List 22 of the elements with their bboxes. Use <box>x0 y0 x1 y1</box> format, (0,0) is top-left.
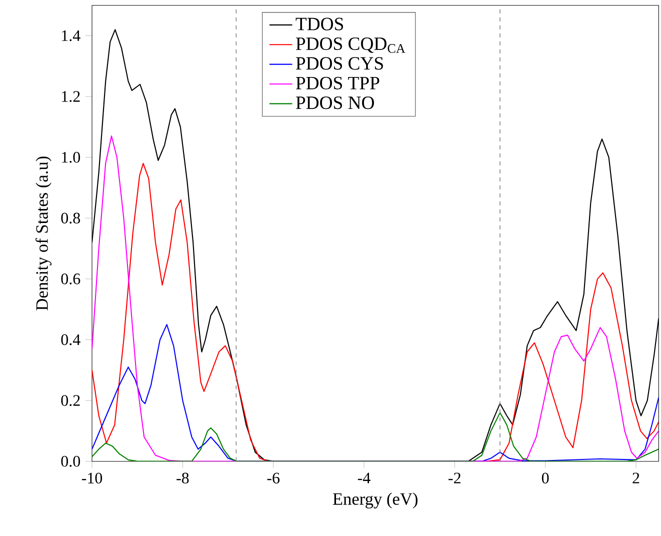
x-tick-label: -6 <box>267 472 280 484</box>
legend-label: TDOS <box>296 18 344 30</box>
x-axis-title: Energy (eV) <box>332 492 418 508</box>
y-tick-label: 1.0 <box>62 152 80 163</box>
x-tick-label: -2 <box>448 472 460 484</box>
y-tick-label: 0.6 <box>61 273 80 284</box>
x-tick-label: -10 <box>82 472 102 484</box>
x-tick-label: 2 <box>632 472 640 484</box>
y-tick-label: 0.2 <box>61 395 80 406</box>
legend-label: PDOS NO <box>296 96 374 110</box>
x-tick-label: -8 <box>176 472 189 484</box>
x-tick-label: -4 <box>358 472 370 484</box>
y-tick-label: 0.4 <box>61 334 80 346</box>
legend-label: PDOS CQD$_{CA}$ <box>296 37 406 53</box>
legend-label: PDOS TPP <box>296 76 380 90</box>
y-tick-label: 0.0 <box>61 456 80 467</box>
x-tick-label: 0 <box>542 472 549 484</box>
y-tick-label: 1.4 <box>62 30 80 42</box>
legend-label: PDOS CYS <box>296 57 383 70</box>
y-tick-label: 0.8 <box>61 212 80 224</box>
y-axis-title: Density of States (a.u) <box>36 156 52 310</box>
y-tick-label: 1.2 <box>62 91 80 102</box>
